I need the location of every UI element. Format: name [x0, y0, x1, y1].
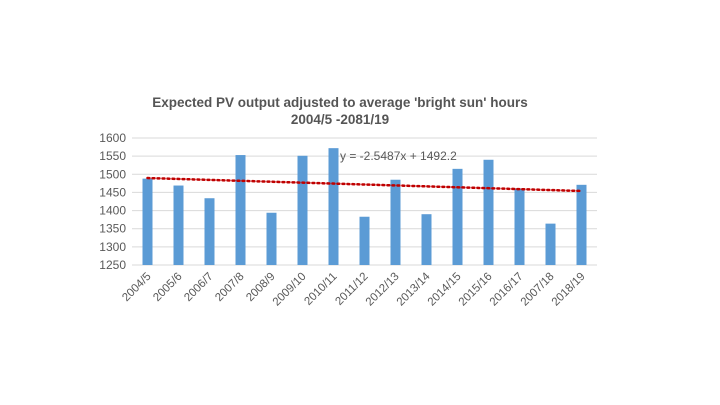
trendline-equation: y = -2.5487x + 1492.2	[340, 149, 457, 163]
bar	[452, 168, 463, 265]
bar	[173, 185, 184, 265]
bar	[142, 178, 153, 265]
bar	[328, 148, 339, 265]
chart-subtitle: 2004/5 -2081/19	[290, 112, 390, 127]
x-tick-label: 2010/11	[302, 271, 339, 308]
trendline	[146, 176, 583, 193]
bar	[390, 179, 401, 265]
x-tick-label: 2005/6	[151, 271, 184, 304]
bar	[266, 212, 277, 265]
y-tick-label: 1400	[99, 204, 126, 218]
x-tick-label: 2018/19	[550, 271, 588, 309]
y-tick-label: 1500	[99, 167, 126, 181]
bar	[514, 188, 525, 265]
bar	[235, 155, 246, 265]
x-tick-label: 2014/15	[426, 271, 464, 309]
x-tick-label: 2016/17	[488, 271, 526, 309]
x-tick-label: 2015/16	[457, 271, 495, 309]
y-tick-label: 1300	[99, 240, 126, 254]
x-tick-label: 2007/18	[519, 271, 557, 309]
bar	[421, 214, 432, 265]
x-axis: 2004/52005/62006/72007/82008/92009/10201…	[120, 270, 587, 308]
bar	[576, 184, 587, 265]
y-tick-label: 1350	[99, 222, 126, 236]
x-tick-label: 2004/5	[120, 271, 153, 304]
y-tick-label: 1450	[99, 185, 126, 199]
bar	[483, 159, 494, 265]
bars	[142, 148, 587, 265]
bar	[545, 223, 556, 265]
x-tick-label: 2006/7	[182, 271, 215, 304]
x-tick-label: 2007/8	[213, 271, 246, 304]
y-tick-label: 1250	[99, 258, 126, 272]
y-axis: 1250 1300 1350 1400 1450 1500 1550 1600	[99, 131, 126, 272]
x-tick-label: 2012/13	[364, 271, 402, 309]
trendline-path	[146, 176, 583, 193]
chart-title: Expected PV output adjusted to average '…	[152, 95, 528, 110]
bar	[297, 155, 308, 265]
y-tick-label: 1550	[99, 149, 126, 163]
bar	[204, 198, 215, 265]
x-tick-label: 2009/10	[271, 271, 309, 309]
bar	[359, 216, 370, 265]
y-tick-label: 1600	[99, 131, 126, 145]
